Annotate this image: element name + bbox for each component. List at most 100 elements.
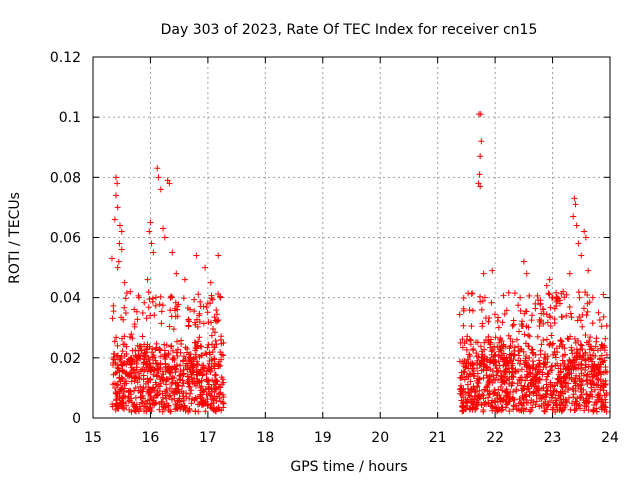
axes — [92, 56, 611, 419]
data-point — [480, 392, 487, 399]
data-point — [487, 344, 494, 351]
y-tick-label: 0.02 — [50, 351, 81, 367]
data-point — [557, 396, 564, 403]
data-point — [510, 321, 517, 328]
data-point — [131, 378, 138, 385]
data-point — [551, 382, 558, 389]
data-point — [116, 222, 123, 229]
data-point — [118, 374, 125, 381]
data-point — [186, 366, 193, 373]
data-point — [475, 180, 482, 187]
data-point — [460, 307, 467, 314]
data-point — [181, 402, 188, 409]
data-point — [180, 406, 187, 413]
data-point — [515, 348, 522, 355]
data-point — [127, 391, 134, 398]
data-point — [598, 323, 605, 330]
data-point — [553, 289, 560, 296]
data-point — [590, 373, 597, 380]
data-point — [506, 408, 513, 415]
data-point — [509, 338, 516, 345]
data-point — [206, 383, 213, 390]
data-point — [473, 350, 480, 357]
data-point — [593, 381, 600, 388]
data-point — [478, 306, 485, 313]
data-point — [553, 298, 560, 305]
data-point — [600, 359, 607, 366]
data-point — [522, 377, 529, 384]
data-point — [216, 293, 223, 300]
data-point — [209, 377, 216, 384]
data-point — [176, 376, 183, 383]
data-point — [138, 347, 145, 354]
data-point — [478, 138, 485, 145]
data-point — [156, 406, 163, 413]
data-point — [525, 324, 532, 331]
data-point — [159, 390, 166, 397]
data-point — [546, 276, 553, 283]
data-point — [169, 249, 176, 256]
data-point — [584, 308, 591, 315]
data-point — [582, 357, 589, 364]
data-point — [584, 371, 591, 378]
data-point — [598, 341, 605, 348]
data-point — [499, 387, 506, 394]
x-tick-label: 17 — [199, 430, 217, 446]
data-point — [114, 390, 121, 397]
data-point — [470, 361, 477, 368]
data-point — [459, 403, 466, 410]
data-point — [594, 376, 601, 383]
data-point — [551, 319, 558, 326]
data-point — [537, 376, 544, 383]
data-point — [517, 294, 524, 301]
data-point — [141, 367, 148, 374]
data-point — [582, 234, 589, 241]
data-point — [197, 343, 204, 350]
data-point — [180, 395, 187, 402]
data-point — [191, 308, 198, 315]
data-point — [519, 394, 526, 401]
data-point — [174, 352, 181, 359]
data-point — [555, 392, 562, 399]
data-point — [470, 345, 477, 352]
data-point — [464, 396, 471, 403]
data-point — [113, 396, 120, 403]
x-axis-label: GPS time / hours — [290, 459, 407, 475]
data-point — [503, 377, 510, 384]
data-point — [110, 302, 117, 309]
data-point — [131, 407, 138, 414]
data-point — [476, 387, 483, 394]
data-point — [596, 364, 603, 371]
x-tick-label: 15 — [84, 430, 102, 446]
data-point — [521, 361, 528, 368]
data-point — [173, 270, 180, 277]
data-point — [114, 204, 121, 211]
data-point — [163, 342, 170, 349]
data-point — [170, 347, 177, 354]
data-point — [465, 365, 472, 372]
data-point — [510, 406, 517, 413]
data-point — [166, 363, 173, 370]
data-point — [496, 339, 503, 346]
data-point — [203, 376, 210, 383]
data-point — [146, 363, 153, 370]
data-point — [173, 366, 180, 373]
data-point — [548, 332, 555, 339]
data-point — [477, 183, 484, 190]
data-point — [118, 246, 125, 253]
data-point — [499, 397, 506, 404]
data-point — [177, 368, 184, 375]
data-point — [568, 314, 575, 321]
data-point — [485, 318, 492, 325]
data-point — [111, 338, 118, 345]
data-point — [513, 336, 520, 343]
data-point — [485, 399, 492, 406]
data-point — [473, 392, 480, 399]
data-point — [530, 350, 537, 357]
data-point — [115, 403, 122, 410]
data-point — [581, 402, 588, 409]
data-point — [577, 317, 584, 324]
data-point — [529, 358, 536, 365]
data-point — [500, 292, 507, 299]
